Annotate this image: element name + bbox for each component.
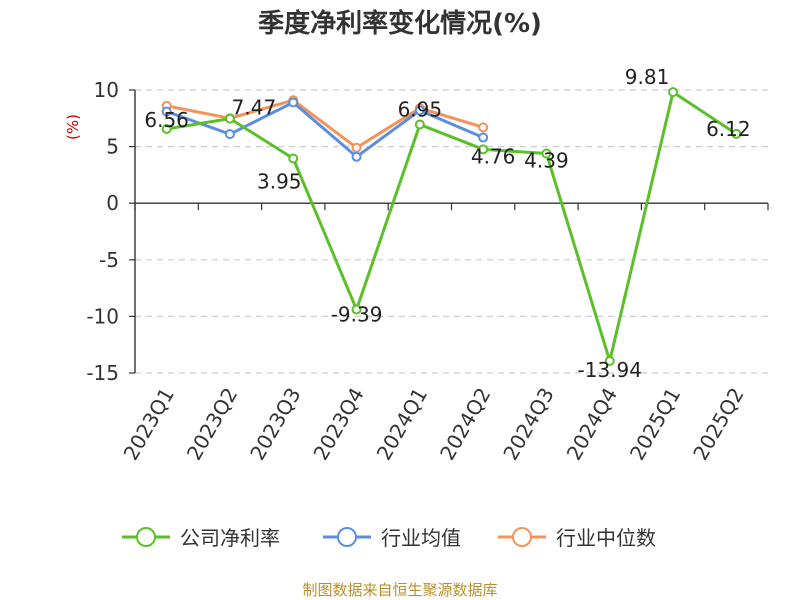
series-line — [166, 90, 738, 363]
x-tick-label: 2024Q3 — [498, 384, 558, 465]
data-label: 6.56 — [144, 108, 189, 132]
chart-title: 季度净利率变化情况(%) — [258, 8, 542, 39]
data-point — [414, 105, 425, 116]
legend-swatch-marker — [512, 527, 532, 547]
series-line — [166, 100, 484, 159]
data-point — [478, 132, 489, 143]
data-point — [668, 87, 679, 98]
series-line — [166, 98, 484, 150]
data-point — [351, 151, 362, 162]
x-tick-label: 2024Q4 — [562, 384, 622, 465]
legend-label: 行业均值 — [381, 526, 461, 550]
y-tick-label: 10 — [94, 78, 119, 102]
data-labels: 6.56 7.47 3.95 -9.39 6.95 4.76 4.39 -13.94 9.81 6… — [144, 65, 750, 382]
data-label: 7.47 — [232, 96, 277, 120]
legend: 公司净利率 行业均值 行业中位数 — [122, 526, 656, 550]
data-label: -13.94 — [578, 358, 642, 382]
data-label: 9.81 — [625, 65, 670, 89]
data-point — [288, 97, 299, 108]
y-tick-label: -15 — [86, 361, 119, 385]
data-point — [478, 122, 489, 133]
data-label: 4.39 — [524, 149, 569, 173]
x-tick-label: 2023Q3 — [245, 384, 305, 465]
data-point — [351, 304, 362, 315]
data-point — [288, 153, 299, 164]
legend-label: 公司净利率 — [180, 526, 280, 550]
legend-label: 行业中位数 — [556, 526, 656, 550]
y-axis-unit: (%) — [64, 114, 82, 140]
data-point — [351, 142, 362, 153]
source-note: 制图数据来自恒生聚源数据库 — [302, 581, 497, 599]
data-label: 4.76 — [471, 144, 516, 168]
x-tick-label: 2023Q4 — [308, 384, 368, 465]
data-point — [161, 106, 172, 117]
y-tick-label: 5 — [106, 135, 119, 159]
x-tick-label: 2023Q1 — [119, 384, 179, 465]
data-label: -9.39 — [331, 302, 383, 326]
data-point — [414, 119, 425, 130]
legend-swatch-marker — [136, 527, 156, 547]
x-tick-label: 2025Q1 — [625, 384, 685, 465]
data-label: 3.95 — [257, 169, 302, 193]
data-point — [604, 356, 615, 367]
data-point — [731, 128, 742, 139]
data-point — [224, 129, 235, 140]
x-tick-label: 2024Q2 — [435, 384, 495, 465]
x-tick-label: 2024Q1 — [372, 384, 432, 465]
data-label: 6.95 — [398, 98, 443, 122]
legend-swatch-marker — [337, 527, 357, 547]
data-point — [161, 123, 172, 134]
data-label: 6.12 — [706, 117, 751, 141]
y-tick-label: -5 — [99, 248, 119, 272]
data-point — [224, 113, 235, 124]
y-tick-label: -10 — [86, 304, 119, 328]
x-tick-label: 2023Q2 — [182, 384, 242, 465]
data-point — [541, 148, 552, 159]
series-lines — [161, 87, 742, 367]
x-tick-label: 2025Q2 — [688, 384, 748, 465]
data-point — [478, 144, 489, 155]
y-tick-label: 0 — [106, 191, 119, 215]
